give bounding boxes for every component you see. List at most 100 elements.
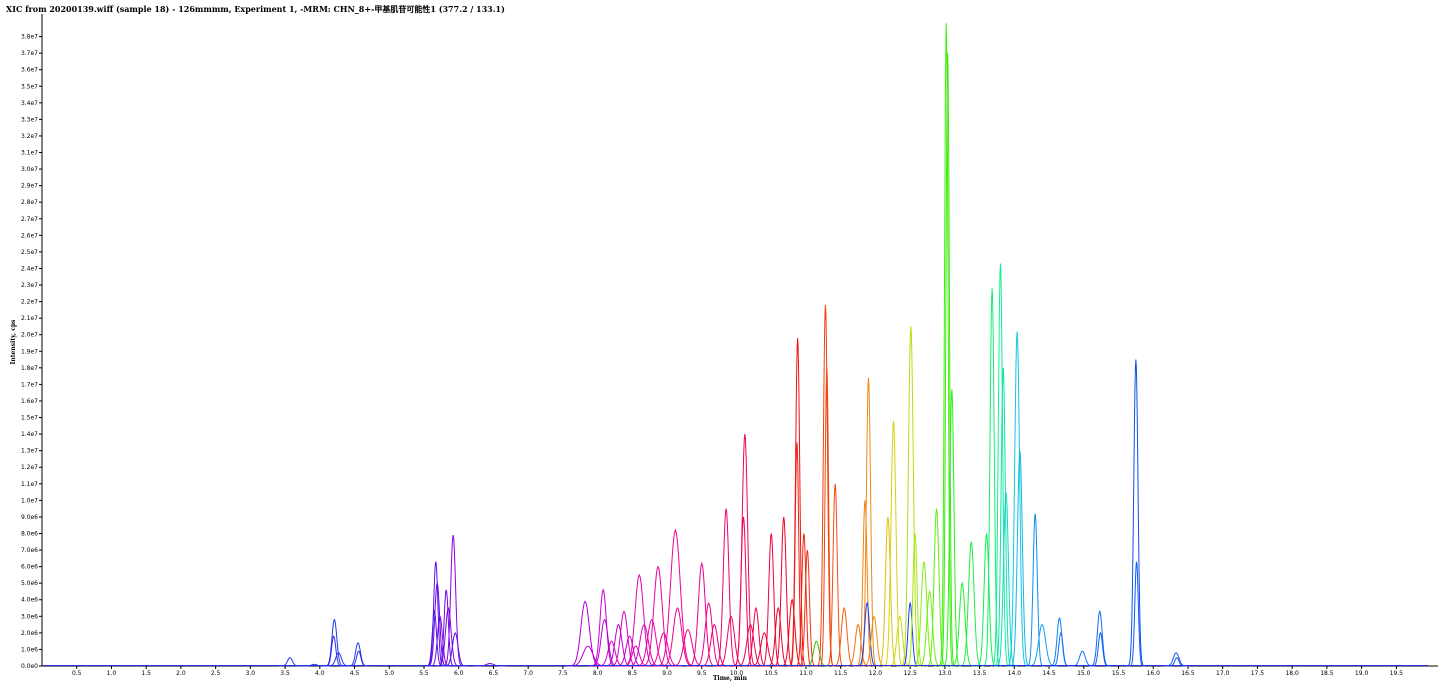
- y-tick-label: 5.0e6: [21, 580, 38, 587]
- y-tick-label: 3.1e7: [21, 150, 38, 157]
- x-tick-label: 6.0: [454, 670, 464, 677]
- y-axis: 0.0e0 1.0e6 2.0e6 3.0e6 4.0e6 5.0e6 6.0e6 7.0e6…: [21, 14, 42, 670]
- y-tick-label: 2.0e6: [21, 630, 38, 637]
- x-tick-label: 4.5: [350, 670, 360, 677]
- x-tick-label: 8.5: [628, 670, 638, 677]
- y-tick-label: 3.8e7: [21, 34, 38, 41]
- y-tick-label: 2.7e7: [21, 216, 38, 223]
- y-tick-label: 1.3e7: [21, 448, 38, 455]
- y-tick-label: 2.6e7: [21, 232, 38, 239]
- trace-peak: [883, 421, 905, 666]
- y-tick-label: 3.4e7: [21, 100, 38, 107]
- y-tick-label: 1.0e6: [21, 646, 38, 653]
- y-tick-label: 3.6e7: [21, 67, 38, 74]
- y-tick-label: 1.0e7: [21, 497, 38, 504]
- x-tick-label: 14.5: [1042, 670, 1056, 677]
- trace-peak: [347, 643, 369, 666]
- x-tick-label: 0.5: [72, 670, 82, 677]
- y-tick-label: 4.0e6: [21, 597, 38, 604]
- x-tick-label: 11.5: [834, 670, 848, 677]
- trace-peak: [856, 603, 878, 666]
- x-tick-label: 1.5: [141, 670, 151, 677]
- trace-peak: [279, 658, 301, 666]
- y-tick-label: 1.1e7: [21, 481, 38, 488]
- x-axis-title: Time, min: [713, 675, 748, 682]
- y-tick-label: 2.1e7: [21, 315, 38, 322]
- y-tick-label: 9.0e6: [21, 514, 38, 521]
- trace-peak: [938, 23, 954, 666]
- trace-peak: [900, 326, 922, 666]
- x-tick-label: 4.0: [315, 670, 325, 677]
- x-tick-label: 2.0: [176, 670, 186, 677]
- y-tick-label: 3.0e7: [21, 166, 38, 173]
- x-tick-label: 14.0: [1008, 670, 1022, 677]
- x-tick-label: 17.0: [1216, 670, 1230, 677]
- x-tick-label: 3.5: [280, 670, 290, 677]
- x-tick-label: 19.0: [1355, 670, 1369, 677]
- y-tick-label: 1.8e7: [21, 365, 38, 372]
- trace-peak: [349, 651, 368, 666]
- trace-peak: [1026, 514, 1045, 666]
- y-tick-label: 8.0e6: [21, 530, 38, 537]
- y-tick-label: 1.6e7: [21, 398, 38, 405]
- x-tick-label: 15.5: [1112, 670, 1126, 677]
- y-tick-label: 3.3e7: [21, 116, 38, 123]
- x-tick-label: 18.5: [1320, 670, 1334, 677]
- x-tick-label: 17.5: [1251, 670, 1265, 677]
- y-axis-title: Intensity, cps: [10, 319, 17, 364]
- y-tick-label: 1.4e7: [21, 431, 38, 438]
- x-tick-label: 10.5: [765, 670, 779, 677]
- x-tick-label: 19.5: [1390, 670, 1404, 677]
- y-tick-label: 7.0e6: [21, 547, 38, 554]
- chromatogram-traces: [42, 23, 1428, 666]
- y-tick-label: 1.2e7: [21, 464, 38, 471]
- x-tick-label: 11.0: [799, 670, 813, 677]
- trace-peak: [950, 583, 975, 666]
- x-tick-label: 1.0: [107, 670, 117, 677]
- x-tick-label: 2.5: [211, 670, 221, 677]
- y-tick-label: 2.2e7: [21, 299, 38, 306]
- x-tick-label: 3.0: [246, 670, 256, 677]
- y-tick-label: 3.5e7: [21, 83, 38, 90]
- trace-peak: [1089, 611, 1111, 666]
- x-tick-label: 12.0: [869, 670, 883, 677]
- x-tick-label: 5.5: [419, 670, 429, 677]
- y-tick-label: 6.0e6: [21, 564, 38, 571]
- trace-peak: [566, 646, 610, 666]
- x-tick-label: 12.5: [903, 670, 917, 677]
- trace-peak: [1127, 360, 1146, 666]
- x-tick-label: 9.0: [662, 670, 672, 677]
- y-tick-label: 2.5e7: [21, 249, 38, 256]
- trace-peak: [654, 530, 698, 666]
- x-tick-label: 16.5: [1181, 670, 1195, 677]
- trace-peak: [1070, 651, 1095, 666]
- y-tick-label: 1.5e7: [21, 415, 38, 422]
- x-tick-label: 6.5: [489, 670, 499, 677]
- trace-peak: [1164, 653, 1189, 666]
- trace-peak: [686, 563, 717, 666]
- x-tick-label: 13.0: [938, 670, 952, 677]
- x-tick-label: 18.0: [1285, 670, 1299, 677]
- y-tick-label: 2.9e7: [21, 183, 38, 190]
- y-tick-label: 3.2e7: [21, 133, 38, 140]
- y-tick-label: 0.0e0: [21, 663, 38, 670]
- trace-peak: [324, 636, 343, 666]
- x-tick-label: 7.0: [523, 670, 533, 677]
- x-tick-label: 5.0: [384, 670, 394, 677]
- y-tick-label: 2.0e7: [21, 332, 38, 339]
- x-tick-label: 7.5: [558, 670, 568, 677]
- y-tick-label: 3.7e7: [21, 50, 38, 57]
- trace-peak: [959, 542, 984, 666]
- y-tick-label: 2.4e7: [21, 265, 38, 272]
- y-tick-label: 2.8e7: [21, 199, 38, 206]
- x-tick-label: 8.0: [593, 670, 603, 677]
- y-tick-label: 1.9e7: [21, 348, 38, 355]
- trace-peak: [846, 625, 871, 666]
- y-tick-label: 2.3e7: [21, 282, 38, 289]
- x-tick-label: 16.0: [1147, 670, 1161, 677]
- y-tick-label: 3.0e6: [21, 613, 38, 620]
- x-tick-label: 15.0: [1077, 670, 1091, 677]
- x-tick-label: 13.5: [973, 670, 987, 677]
- y-tick-label: 1.7e7: [21, 381, 38, 388]
